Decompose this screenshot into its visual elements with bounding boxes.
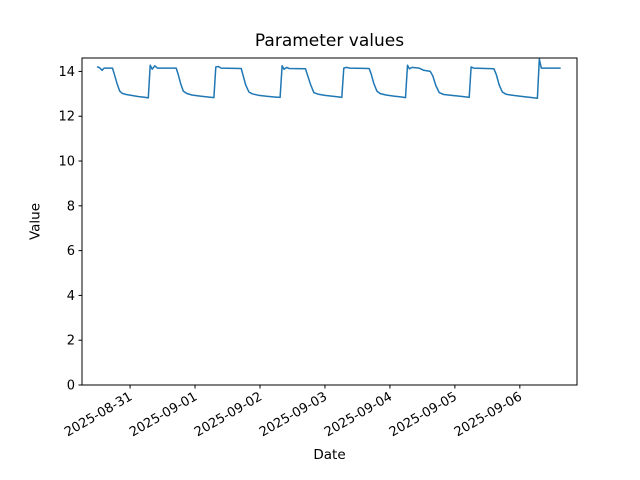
chart-title: Parameter values: [254, 31, 405, 51]
y-tick-label: 8: [67, 199, 75, 214]
x-tick-label: 2025-09-01: [127, 389, 200, 440]
y-tick-label: 4: [67, 289, 75, 304]
x-tick-label: 2025-09-05: [387, 389, 460, 440]
x-tick-label: 2025-08-31: [62, 389, 135, 440]
y-tick-label: 12: [58, 110, 75, 125]
x-tick-label: 2025-09-02: [192, 389, 265, 440]
data-line: [96, 58, 561, 100]
y-tick-label: 14: [58, 65, 75, 80]
x-tick-label: 2025-09-04: [322, 389, 395, 440]
y-tick-label: 10: [58, 155, 75, 170]
x-axis-label: Date: [313, 447, 346, 463]
y-tick-label: 0: [67, 379, 75, 394]
plot-frame: [81, 57, 578, 386]
y-axis-label: Value: [27, 202, 44, 241]
y-tick-label: 6: [67, 244, 75, 259]
x-tick-label: 2025-09-06: [452, 389, 525, 440]
y-tick-label: 2: [67, 334, 75, 349]
x-tick-label: 2025-09-03: [257, 389, 330, 440]
